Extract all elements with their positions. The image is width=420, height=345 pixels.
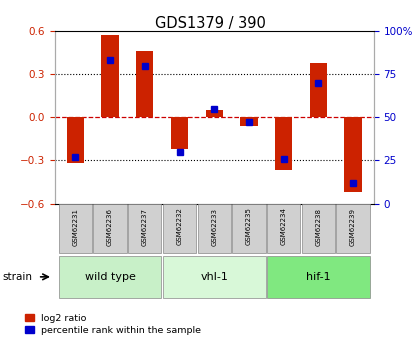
Bar (67, 117, 84, 163)
Text: GSM62239: GSM62239 (350, 208, 356, 246)
Bar (275, 117, 292, 170)
Bar (310, 63, 327, 117)
Text: GSM62231: GSM62231 (72, 208, 79, 246)
Bar (102, 36, 119, 117)
Text: vhl-1: vhl-1 (200, 272, 228, 282)
Text: wild type: wild type (85, 272, 136, 282)
Text: GSM62232: GSM62232 (176, 208, 183, 245)
Bar (136, 51, 153, 117)
FancyBboxPatch shape (197, 204, 231, 253)
Text: GSM62238: GSM62238 (315, 208, 321, 246)
FancyBboxPatch shape (163, 204, 196, 253)
Bar (240, 117, 257, 126)
Text: GSM62234: GSM62234 (281, 208, 286, 245)
Text: GDS1379 / 390: GDS1379 / 390 (155, 16, 265, 30)
FancyBboxPatch shape (232, 204, 265, 253)
FancyBboxPatch shape (267, 256, 370, 298)
FancyBboxPatch shape (59, 256, 161, 298)
Text: GSM62237: GSM62237 (142, 208, 148, 246)
FancyBboxPatch shape (94, 204, 127, 253)
Bar (344, 117, 362, 192)
FancyBboxPatch shape (302, 204, 335, 253)
Text: hif-1: hif-1 (306, 272, 331, 282)
Bar (205, 110, 223, 117)
Bar (171, 117, 188, 149)
FancyBboxPatch shape (59, 204, 92, 253)
Text: GSM62235: GSM62235 (246, 208, 252, 245)
FancyBboxPatch shape (128, 204, 161, 253)
Text: GSM62233: GSM62233 (211, 208, 217, 246)
FancyBboxPatch shape (163, 256, 265, 298)
FancyBboxPatch shape (336, 204, 370, 253)
Text: GSM62236: GSM62236 (107, 208, 113, 246)
Legend: log2 ratio, percentile rank within the sample: log2 ratio, percentile rank within the s… (21, 310, 205, 338)
Text: strain: strain (2, 272, 32, 282)
FancyBboxPatch shape (267, 204, 300, 253)
